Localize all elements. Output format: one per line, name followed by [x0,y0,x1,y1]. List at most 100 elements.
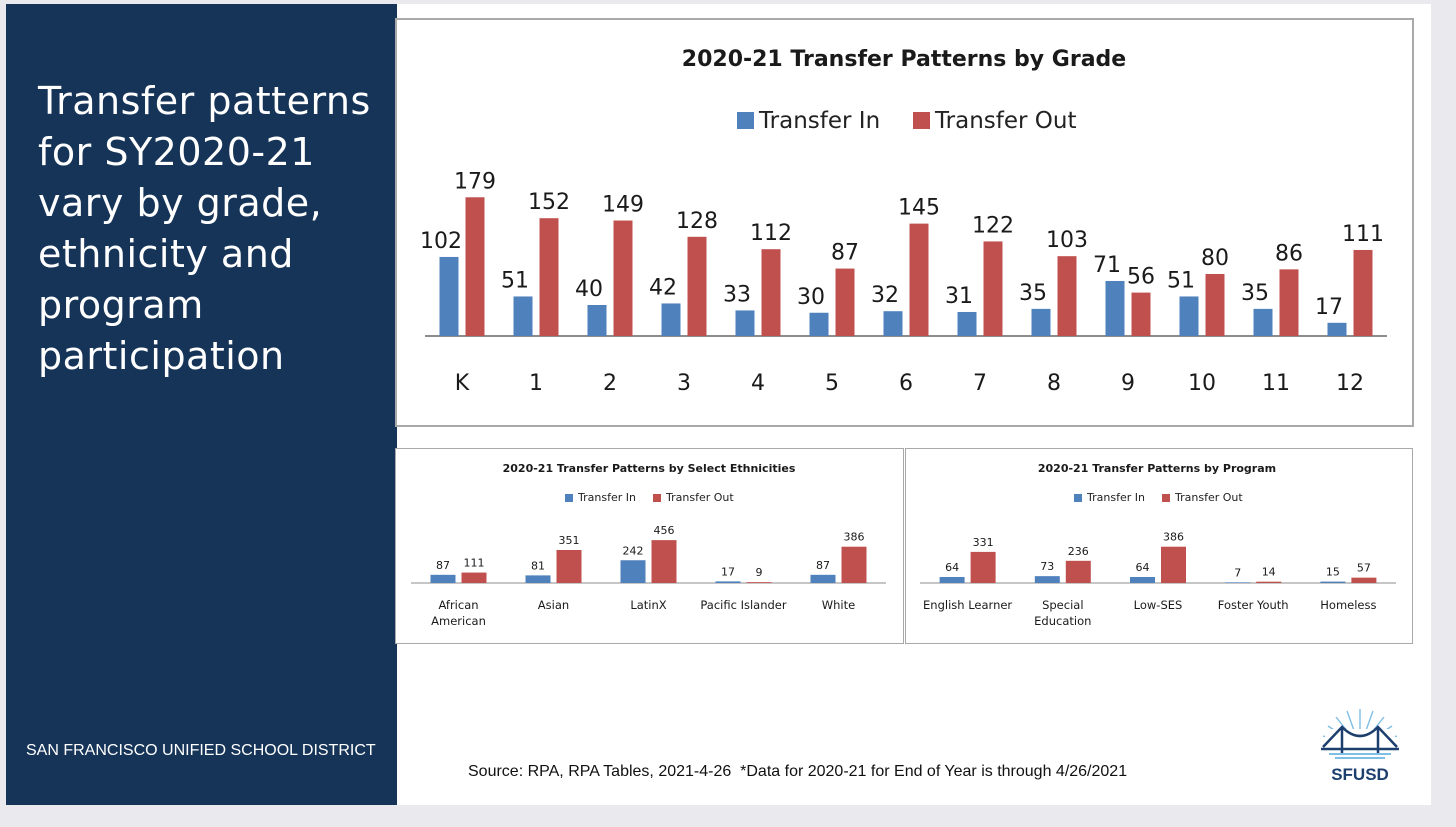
data-label: 102 [420,229,462,254]
bar [465,197,485,336]
sfusd-logo-text: SFUSD [1331,765,1389,784]
data-label: 152 [528,190,570,215]
bar [1327,322,1347,336]
x-tick-label: American [431,614,486,628]
data-label: 33 [723,282,751,307]
x-tick-label: LatinX [630,598,666,612]
bar [513,296,533,336]
bar [1161,546,1186,583]
bar [1351,577,1377,583]
x-tick-label: 1 [529,371,543,396]
ethnicity-chart-svg: 2020-21 Transfer Patterns by Select Ethn… [411,462,886,628]
sfusd-logo-icon [1321,709,1399,759]
x-tick-label: Homeless [1320,598,1376,612]
bar [1057,256,1077,336]
data-label: 331 [973,536,994,549]
x-tick-label: 7 [973,371,987,396]
ethnicity-chart: 2020-21 Transfer Patterns by Select Ethn… [395,448,904,644]
data-label: 103 [1046,228,1088,253]
bar [810,574,836,583]
data-label: 87 [831,241,859,266]
data-label: 73 [1040,560,1054,573]
x-tick-label: Special [1042,598,1083,612]
x-tick-label: 12 [1336,371,1364,396]
bar [809,312,829,336]
bar [525,575,551,583]
bar [983,241,1003,336]
legend-label: Transfer In [758,108,880,134]
data-label: 64 [1136,561,1150,574]
x-tick-label: 8 [1047,371,1061,396]
data-label: 351 [559,534,580,547]
bar [939,576,965,583]
slide-headline: Transfer patterns for SY2020-21 vary by … [38,79,371,378]
data-label: 35 [1241,281,1269,306]
bar [1320,581,1346,583]
bar [1353,249,1373,336]
data-label: 32 [871,283,899,308]
bar [439,256,459,336]
data-label: 57 [1357,562,1371,575]
x-tick-label: 9 [1121,371,1135,396]
data-label: 236 [1068,545,1089,558]
data-label: 7 [1234,566,1241,579]
x-tick-label: 3 [677,371,691,396]
bar [687,236,707,336]
bar [746,582,772,583]
x-tick-label: 2 [603,371,617,396]
x-tick-label: 4 [751,371,765,396]
data-label: 56 [1127,265,1155,290]
x-tick-label: White [822,598,855,612]
bar [651,540,677,583]
x-tick-label: 5 [825,371,839,396]
data-label: 122 [972,213,1014,238]
data-label: 51 [1167,268,1195,293]
data-label: 31 [945,284,973,309]
legend-label: Transfer Out [1174,491,1243,504]
data-label: 17 [1315,295,1343,320]
legend-swatch [1162,494,1170,502]
data-label: 40 [575,277,603,302]
bar [1034,576,1060,583]
bar [1256,581,1282,583]
data-label: 145 [898,196,940,221]
data-label: 87 [816,559,830,572]
x-tick-label: Education [1034,614,1091,628]
bar [1225,582,1251,583]
bar [539,218,559,336]
bar [461,572,487,583]
legend-label: Transfer In [1086,491,1145,504]
bar [841,546,867,583]
bar [1065,560,1091,583]
bar [1131,292,1151,336]
chart-title: 2020-21 Transfer Patterns by Select Ethn… [503,462,796,475]
data-label: 42 [649,275,677,300]
data-label: 386 [1163,531,1184,544]
data-label: 9 [756,566,763,579]
bar [715,581,741,583]
data-label: 15 [1326,566,1340,579]
program-chart: 2020-21 Transfer Patterns by Program Tran… [905,448,1413,644]
data-label: 14 [1262,566,1276,579]
data-label: 87 [436,559,450,572]
bar [1179,296,1199,336]
legend-swatch [737,112,754,129]
x-tick-label: English Learner [923,598,1012,612]
legend-swatch [913,112,930,129]
chart-title: 2020-21 Transfer Patterns by Grade [682,47,1126,72]
data-label: 179 [454,169,496,194]
legend-label: Transfer Out [934,108,1077,134]
bar [835,268,855,336]
data-label: 456 [654,524,675,537]
grade-chart-svg: 2020-21 Transfer Patterns by Grade Transf… [420,47,1387,396]
data-label: 149 [602,193,644,218]
x-tick-label: 6 [899,371,913,396]
x-tick-label: 11 [1262,371,1290,396]
data-label: 86 [1275,241,1303,266]
data-label: 128 [676,209,718,234]
data-label: 386 [844,531,865,544]
bar [661,303,681,336]
x-tick-label: Pacific Islander [700,598,786,612]
x-tick-label: Asian [538,598,569,612]
chart-title: 2020-21 Transfer Patterns by Program [1038,462,1276,475]
